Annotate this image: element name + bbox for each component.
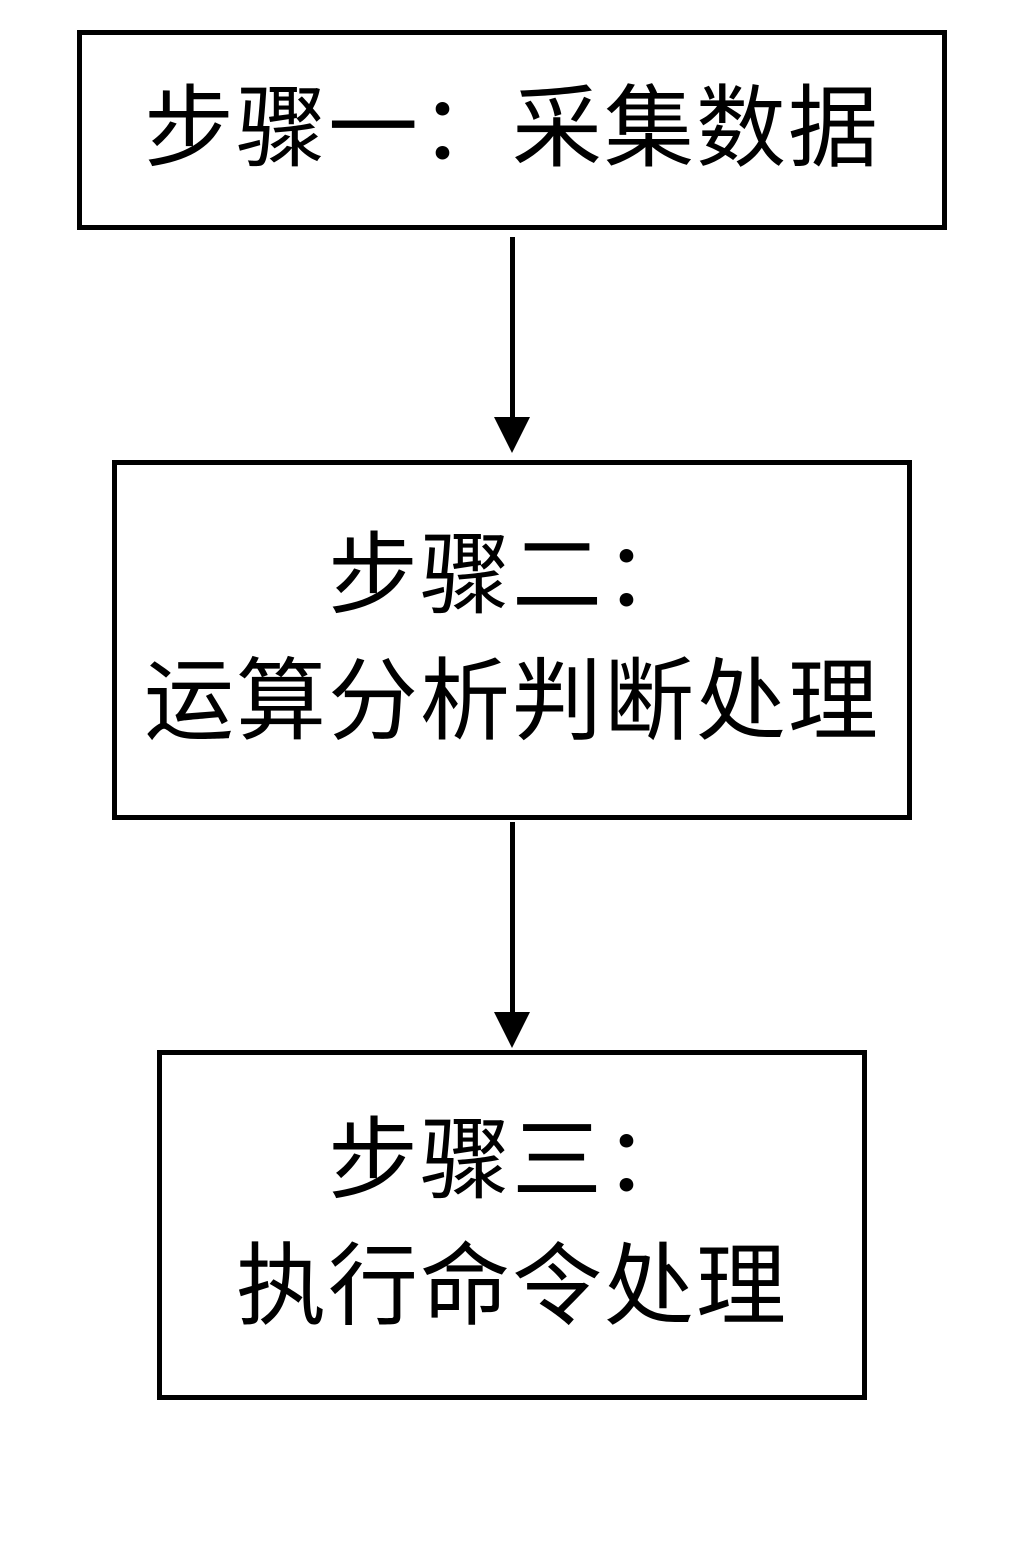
step-2-text-line1: 步骤二： xyxy=(328,514,696,640)
flowchart-container: 步骤一：采集数据 步骤二： 运算分析判断处理 步骤三： 执行命令处理 xyxy=(77,30,947,1400)
arrow-1 xyxy=(494,230,530,460)
step-2-text-line2: 运算分析判断处理 xyxy=(144,640,880,766)
flowchart-step-3: 步骤三： 执行命令处理 xyxy=(157,1050,867,1400)
arrow-2-line xyxy=(510,822,515,1012)
step-1-text: 步骤一：采集数据 xyxy=(144,67,880,193)
arrow-1-head xyxy=(494,417,530,453)
flowchart-step-1: 步骤一：采集数据 xyxy=(77,30,947,230)
flowchart-step-2: 步骤二： 运算分析判断处理 xyxy=(112,460,912,820)
arrow-2 xyxy=(494,820,530,1050)
step-3-text-line1: 步骤三： xyxy=(328,1099,696,1225)
step-3-text-line2: 执行命令处理 xyxy=(236,1225,788,1351)
arrow-2-head xyxy=(494,1012,530,1048)
arrow-1-line xyxy=(510,237,515,417)
